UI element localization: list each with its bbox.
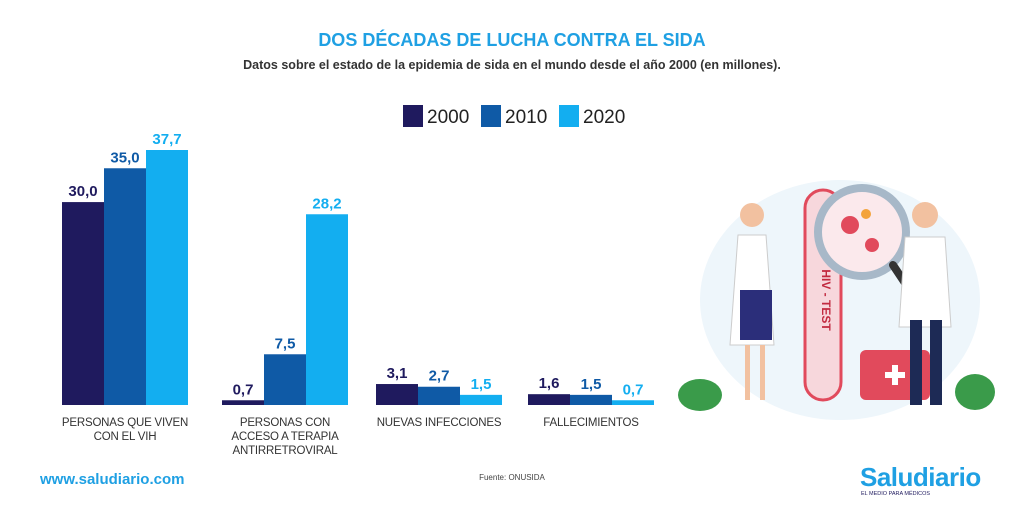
bar xyxy=(376,384,418,405)
bar xyxy=(104,168,146,405)
legend-label: 2020 xyxy=(583,107,625,128)
category-label: PERSONAS QUE VIVEN CON EL VIH xyxy=(61,417,189,443)
bar xyxy=(612,400,654,405)
bar xyxy=(306,214,348,405)
value-label: 1,6 xyxy=(539,375,560,392)
bar xyxy=(264,354,306,405)
brand-tagline: EL MEDIO PARA MÉDICOS xyxy=(861,490,930,497)
illustration: HIV - TEST xyxy=(678,180,995,420)
value-label: 0,7 xyxy=(233,381,254,398)
bar xyxy=(528,394,570,405)
value-label: 1,5 xyxy=(471,376,492,393)
brand-logo: Saludiario xyxy=(860,462,981,492)
value-label: 2,7 xyxy=(429,368,450,385)
bar xyxy=(418,386,460,405)
legend-swatch xyxy=(559,105,579,127)
chart-title: DOS DÉCADAS DE LUCHA CONTRA EL SIDA xyxy=(318,29,705,50)
category-label: FALLECIMIENTOS xyxy=(543,417,639,429)
value-label: 37,7 xyxy=(152,131,181,148)
footer-website: www.saludiario.com xyxy=(39,471,184,488)
footer-source: Fuente: ONUSIDA xyxy=(479,473,545,482)
value-label: 28,2 xyxy=(312,195,341,212)
legend-swatch xyxy=(403,105,423,127)
chart-subtitle: Datos sobre el estado de la epidemia de … xyxy=(243,58,781,72)
bar xyxy=(222,400,264,405)
value-label: 35,0 xyxy=(110,149,139,166)
value-label: 1,5 xyxy=(581,376,602,393)
value-label: 7,5 xyxy=(275,335,296,352)
category-label: PERSONAS CON ACCESO A TERAPIA ANTIRRETRO… xyxy=(231,417,339,457)
bar xyxy=(460,394,502,405)
value-label: 3,1 xyxy=(387,365,408,382)
category-label: NUEVAS INFECCIONES xyxy=(376,417,502,429)
value-label: 0,7 xyxy=(623,381,644,398)
bar xyxy=(570,394,612,405)
legend-label: 2000 xyxy=(427,107,469,128)
bar xyxy=(146,150,188,405)
legend-swatch xyxy=(481,105,501,127)
illustration-label: HIV - TEST xyxy=(819,269,833,331)
legend-label: 2010 xyxy=(505,107,547,128)
value-label: 30,0 xyxy=(68,183,97,200)
bar xyxy=(62,202,104,405)
